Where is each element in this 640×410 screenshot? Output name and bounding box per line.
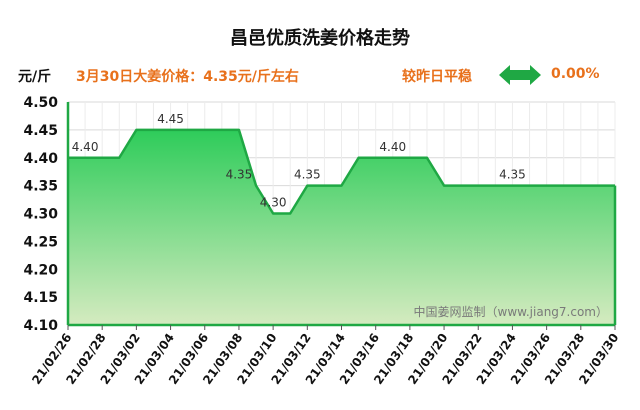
y-tick-label: 4.35 bbox=[23, 179, 58, 195]
data-label: 4.35 bbox=[499, 168, 526, 182]
y-tick-label: 4.50 bbox=[23, 95, 58, 111]
x-tick-labels: 21/02/2621/02/2821/03/0221/03/0421/03/06… bbox=[29, 331, 621, 387]
data-label: 4.45 bbox=[157, 112, 184, 126]
data-labels: 4.40 4.45 4.35 4.30 4.35 4.40 4.35 bbox=[72, 112, 526, 210]
data-label: 4.40 bbox=[379, 140, 406, 154]
y-tick-label: 4.45 bbox=[23, 123, 58, 139]
y-tick-label: 4.20 bbox=[23, 262, 58, 278]
y-tick-label: 4.10 bbox=[23, 318, 58, 334]
y-tick-labels: 4.10 4.15 4.20 4.25 4.30 4.35 4.40 4.45 4.50 bbox=[23, 95, 58, 334]
change-percent: 0.00% bbox=[551, 66, 600, 82]
y-tick-label: 4.25 bbox=[23, 234, 58, 250]
data-label: 4.40 bbox=[72, 140, 99, 154]
area-layer bbox=[68, 128, 617, 325]
unit-label: 元/斤 bbox=[18, 69, 52, 85]
area-fill bbox=[68, 129, 615, 325]
axes bbox=[66, 102, 616, 330]
watermark: 中国姜网监制（www.jiang7.com） bbox=[414, 304, 608, 319]
data-label: 4.30 bbox=[260, 196, 287, 210]
compare-label: 较昨日平稳 bbox=[402, 69, 472, 85]
chart-title: 昌邑优质洗姜价格走势 bbox=[230, 28, 410, 49]
price-line bbox=[68, 128, 615, 215]
y-tick-label: 4.40 bbox=[23, 151, 58, 167]
double-arrow-icon bbox=[499, 65, 541, 85]
y-tick-label: 4.15 bbox=[23, 290, 58, 306]
y-tick-label: 4.30 bbox=[23, 207, 58, 223]
price-info: 3月30日大姜价格：4.35元/斤左右 bbox=[76, 69, 299, 85]
data-label: 4.35 bbox=[294, 168, 321, 182]
data-label: 4.35 bbox=[226, 168, 253, 182]
